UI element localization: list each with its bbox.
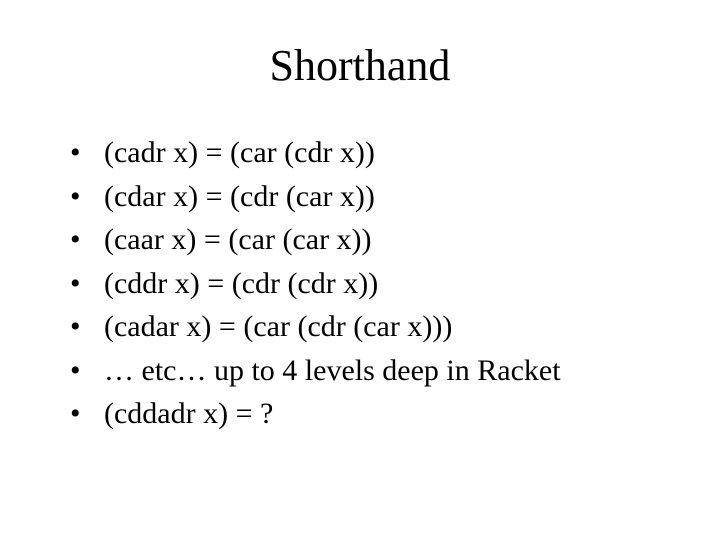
bullet-list: (cadr x) = (car (cdr x)) (cdar x) = (cdr…	[70, 131, 670, 436]
list-item: (cdar x) = (cdr (car x))	[70, 175, 670, 219]
list-item: (cddadr x) = ?	[70, 392, 670, 436]
slide: Shorthand (cadr x) = (car (cdr x)) (cdar…	[0, 0, 720, 540]
list-item: (cddr x) = (cdr (cdr x))	[70, 262, 670, 306]
list-item: (caar x) = (car (car x))	[70, 218, 670, 262]
list-item: (cadar x) = (car (cdr (car x)))	[70, 305, 670, 349]
slide-title: Shorthand	[50, 40, 670, 91]
list-item: … etc… up to 4 levels deep in Racket	[70, 349, 670, 393]
list-item: (cadr x) = (car (cdr x))	[70, 131, 670, 175]
